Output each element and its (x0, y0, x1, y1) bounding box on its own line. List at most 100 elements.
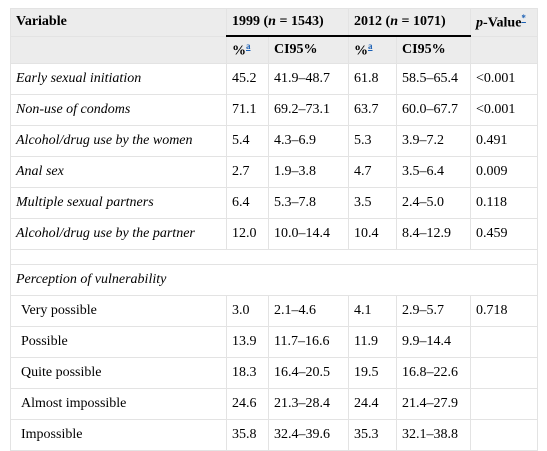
cell: 1.9–3.8 (267, 156, 350, 188)
table-row: Early sexual initiation 45.2 41.9–48.7 61.8… (10, 63, 539, 95)
text: = 1543) (275, 14, 324, 29)
cell: 61.8 (348, 63, 398, 95)
footnote-link[interactable]: a (368, 40, 373, 51)
text: = 1071) (397, 14, 446, 29)
cell (470, 388, 539, 420)
cell: 21.4–27.9 (396, 388, 472, 420)
header-cell (470, 35, 539, 64)
section-row: Perception of vulnerability (9, 264, 539, 296)
cell: 10.4 (348, 218, 398, 250)
cell: 41.9–48.7 (267, 63, 350, 95)
cell: 0.118 (470, 187, 539, 219)
cell: 16.8–22.6 (396, 357, 472, 389)
cell: 16.4–20.5 (267, 357, 350, 389)
cell: 0.718 (470, 295, 539, 327)
cell: 0.009 (470, 156, 539, 188)
table-row: Alcohol/drug use by the women 5.4 4.3–6.9 5… (10, 125, 539, 157)
table-row: Possible 13.9 11.7–16.6 11.9 9.9–14.4 (10, 326, 539, 358)
text: n (390, 14, 398, 29)
footnote-link[interactable]: * (521, 12, 526, 23)
header-cell: Variable (10, 8, 227, 36)
cell: 19.5 (348, 357, 398, 389)
cell: 3.0 (226, 295, 269, 327)
cell: 58.5–65.4 (396, 63, 472, 95)
cell: 0.459 (470, 218, 539, 250)
row-label: Almost impossible (10, 388, 227, 420)
cell: 4.1 (348, 295, 398, 327)
cell: 32.4–39.6 (267, 419, 350, 451)
cell: 5.4 (226, 125, 269, 157)
cell: 3.9–7.2 (396, 125, 472, 157)
text: n (268, 14, 276, 29)
table-row: Anal sex 2.7 1.9–3.8 4.7 3.5–6.4 0.009 (10, 156, 539, 188)
header-cell: CI95% (396, 35, 472, 64)
cell: 21.3–28.4 (267, 388, 350, 420)
header-cell: %a (348, 35, 398, 64)
cell (9, 249, 539, 265)
table-row: Quite possible 18.3 16.4–20.5 19.5 16.8–22.6 (10, 357, 539, 389)
cell: 6.4 (226, 187, 269, 219)
cell: 45.2 (226, 63, 269, 95)
text: -Value (483, 15, 522, 31)
cell: 24.4 (348, 388, 398, 420)
header-cell (10, 35, 227, 64)
cell: 0.491 (470, 125, 539, 157)
header-cell: p-Value* (470, 8, 539, 36)
cell: 10.0–14.4 (267, 218, 350, 250)
text: % (232, 43, 246, 59)
text: p (476, 15, 484, 31)
cell: 4.7 (348, 156, 398, 188)
row-label: Early sexual initiation (10, 63, 227, 95)
header-cell: %a (226, 35, 269, 64)
cell: 2.7 (226, 156, 269, 188)
cell: 3.5 (348, 187, 398, 219)
header-cell: CI95% (267, 35, 350, 64)
cell: 18.3 (226, 357, 269, 389)
row-label: Alcohol/drug use by the women (10, 125, 227, 157)
text: 2012 ( (354, 14, 391, 29)
footnote-link[interactable]: a (246, 40, 251, 51)
cell: 2.4–5.0 (396, 187, 472, 219)
cell: 13.9 (226, 326, 269, 358)
table-row: Alcohol/drug use by the partner 12.0 10.0–… (10, 218, 539, 250)
cell: 35.3 (348, 419, 398, 451)
cell (470, 326, 539, 358)
cell: 11.9 (348, 326, 398, 358)
cell: 11.7–16.6 (267, 326, 350, 358)
cell: 60.0–67.7 (396, 94, 472, 126)
header-cell: 1999 (n = 1543) (225, 8, 350, 37)
table-row: Very possible 3.0 2.1–4.6 4.1 2.9–5.7 0.718 (10, 295, 539, 327)
cell: 2.1–4.6 (267, 295, 350, 327)
row-label: Very possible (10, 295, 227, 327)
cell: 69.2–73.1 (267, 94, 350, 126)
table-row: Multiple sexual partners 6.4 5.3–7.8 3.5 2.4… (10, 187, 539, 219)
cell: <0.001 (470, 94, 539, 126)
cell: 3.5–6.4 (396, 156, 472, 188)
table-row: Almost impossible 24.6 21.3–28.4 24.4 21.4–2… (10, 388, 539, 420)
cell (470, 357, 539, 389)
row-label: Anal sex (10, 156, 227, 188)
row-label: Non-use of condoms (10, 94, 227, 126)
spacer-row (9, 249, 539, 265)
header-cell: 2012 (n = 1071) (348, 8, 472, 37)
text: 1999 ( (232, 14, 269, 29)
cell: 12.0 (226, 218, 269, 250)
cell: <0.001 (470, 63, 539, 95)
data-table: Variable 1999 (n = 1543) 2012 (n = 1071)… (9, 8, 539, 451)
cell: 9.9–14.4 (396, 326, 472, 358)
row-label: Possible (10, 326, 227, 358)
section-label: Perception of vulnerability (9, 264, 539, 296)
cell: 2.9–5.7 (396, 295, 472, 327)
table-row: Impossible 35.8 32.4–39.6 35.3 32.1–38.8 (10, 419, 539, 451)
row-label: Quite possible (10, 357, 227, 389)
cell (470, 419, 539, 451)
cell: 24.6 (226, 388, 269, 420)
cell: 4.3–6.9 (267, 125, 350, 157)
row-label: Impossible (10, 419, 227, 451)
cell: 63.7 (348, 94, 398, 126)
cell: 5.3 (348, 125, 398, 157)
cell: 8.4–12.9 (396, 218, 472, 250)
cell: 35.8 (226, 419, 269, 451)
text: % (354, 43, 369, 59)
